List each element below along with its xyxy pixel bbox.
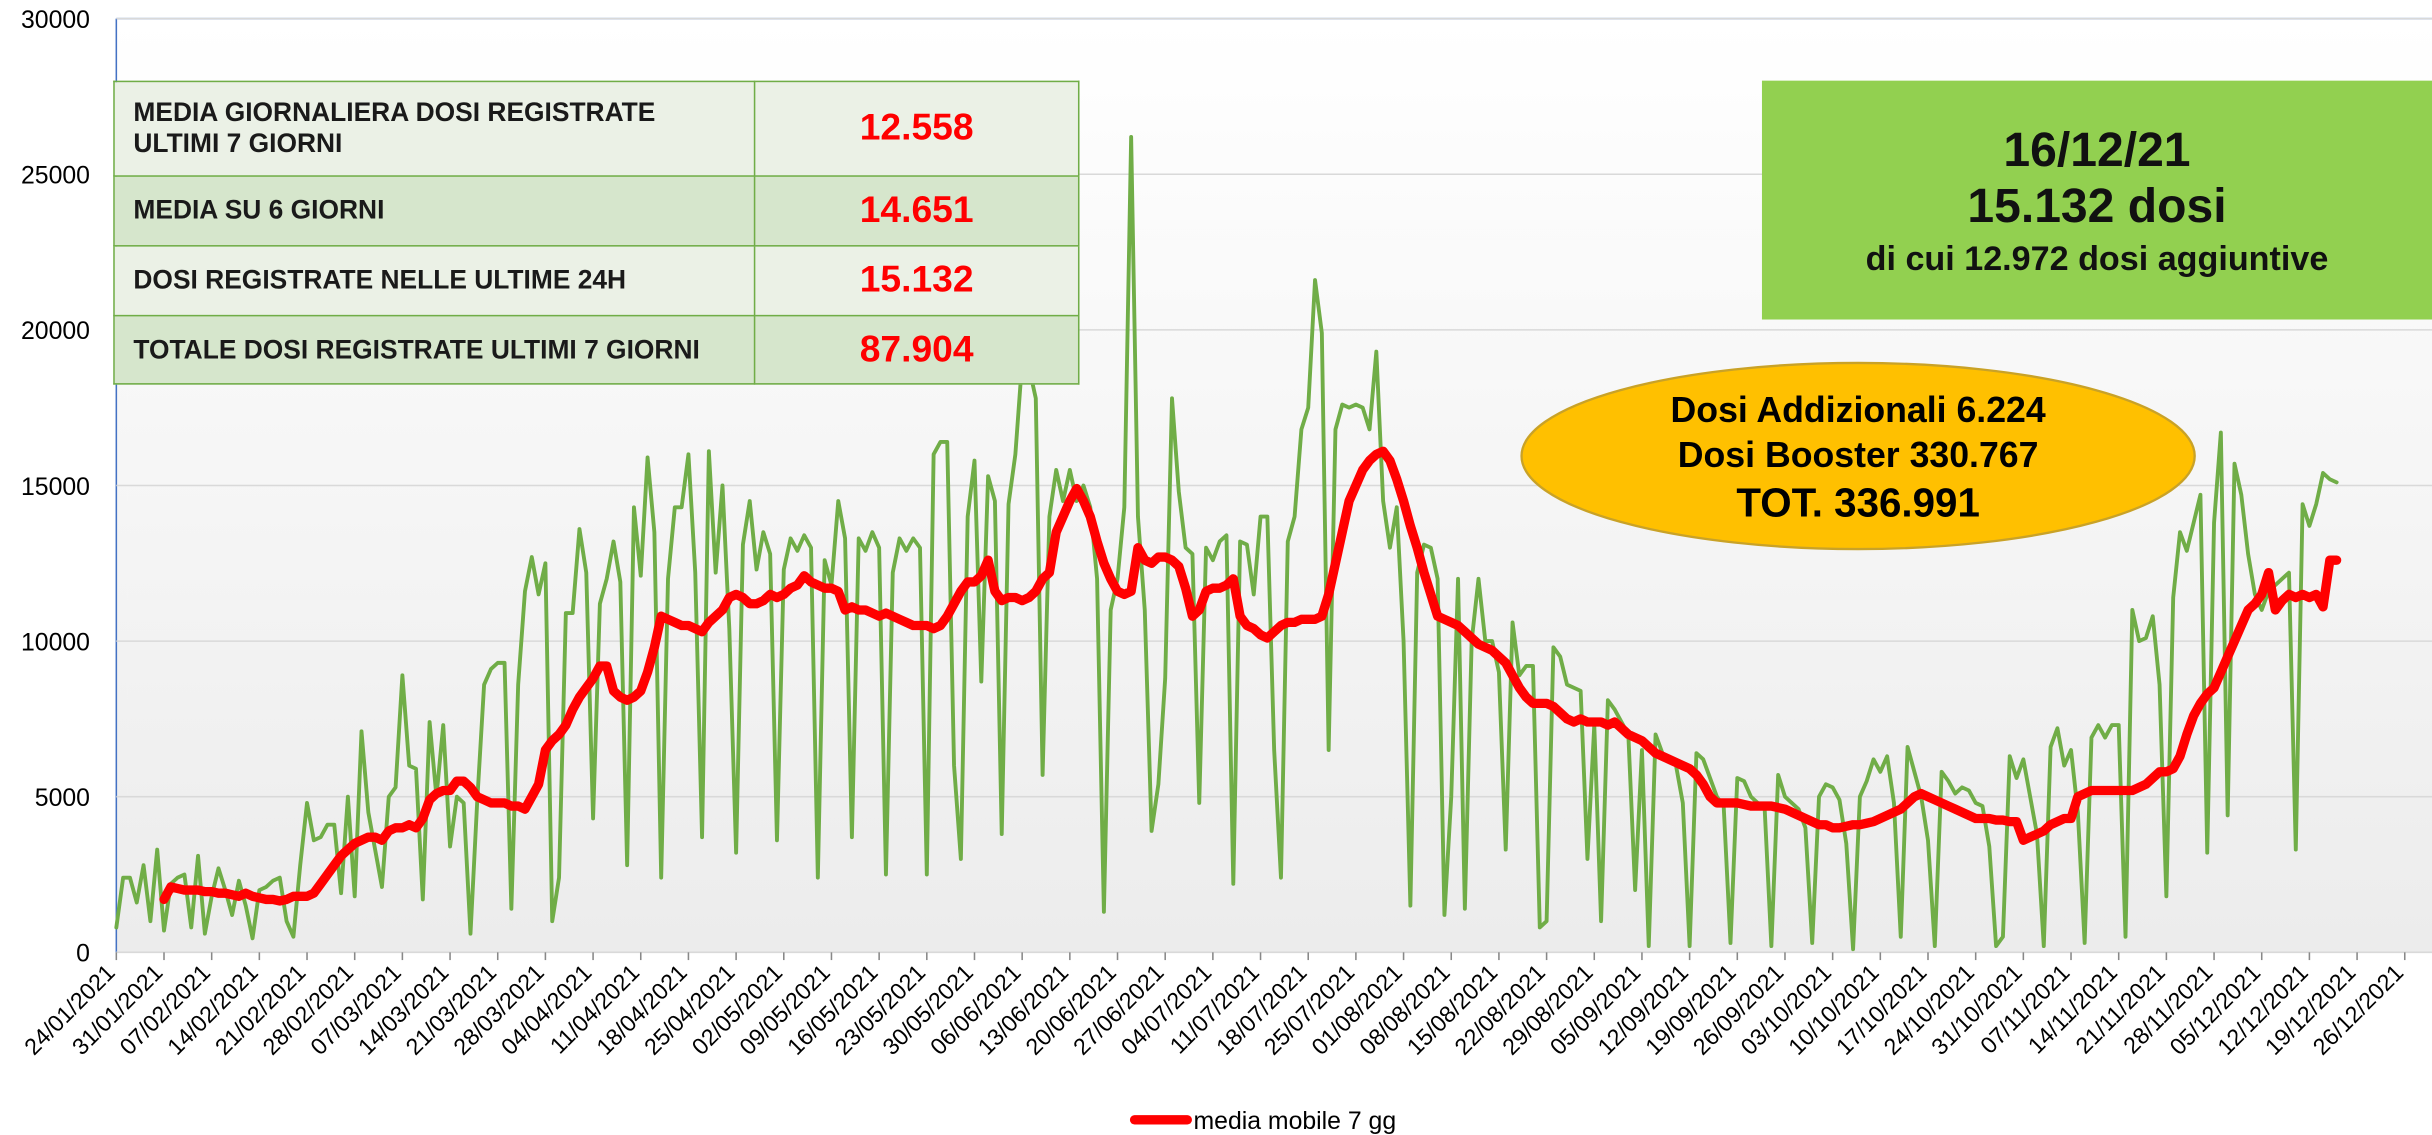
table-label: MEDIA GIORNALIERA DOSI REGISTRATE ULTIMI…	[113, 80, 756, 177]
y-tick-label: 20000	[21, 318, 90, 345]
table-label: DOSI REGISTRATE NELLE ULTIME 24H	[113, 245, 756, 317]
note-ellipse	[1520, 361, 2196, 551]
highlight-doses: 15.132 dosi	[1967, 177, 2227, 233]
table-row: DOSI REGISTRATE NELLE ULTIME 24H 15.132	[113, 245, 1080, 317]
table-value: 87.904	[753, 314, 1080, 385]
table-row: TOTALE DOSI REGISTRATE ULTIMI 7 GIORNI 87…	[113, 314, 1080, 385]
legend-label: media mobile 7 gg	[1194, 1108, 1397, 1135]
y-tick-label: 5000	[35, 785, 90, 812]
lines	[114, 134, 2342, 952]
ellipse-text: TOT. 336.991	[1736, 479, 1980, 525]
legend: media mobile 7 gg	[1129, 1108, 1397, 1135]
highlight-date: 16/12/21	[2003, 122, 2191, 177]
y-tick-label: 15000	[21, 474, 90, 501]
highlight-detail: di cui 12.972 dosi aggiuntive	[1865, 239, 2329, 279]
ellipse-text: Dosi Addizionali 6.224	[1671, 390, 2046, 430]
table-value: 14.651	[753, 175, 1080, 247]
series-line	[159, 446, 2342, 906]
table-value: 12.558	[753, 80, 1080, 177]
table-label: MEDIA SU 6 GIORNI	[113, 175, 756, 247]
y-tick-label: 30000	[21, 7, 90, 34]
y-tick-label: 0	[76, 941, 90, 968]
series-line	[114, 134, 2339, 952]
y-tick-label: 10000	[21, 629, 90, 656]
table-label: TOTALE DOSI REGISTRATE ULTIMI 7 GIORNI	[113, 314, 756, 385]
highlight-box: 16/12/21 15.132 dosi di cui 12.972 dosi …	[1761, 80, 2432, 320]
y-tick-label: 25000	[21, 163, 90, 190]
table-row: MEDIA SU 6 GIORNI 14.651	[113, 175, 1080, 247]
table-value: 15.132	[753, 245, 1080, 317]
ellipse-text: Dosi Booster 330.767	[1678, 435, 2039, 475]
summary-table: MEDIA GIORNALIERA DOSI REGISTRATE ULTIMI…	[113, 80, 1080, 385]
table-row: MEDIA GIORNALIERA DOSI REGISTRATE ULTIMI…	[113, 80, 1080, 177]
